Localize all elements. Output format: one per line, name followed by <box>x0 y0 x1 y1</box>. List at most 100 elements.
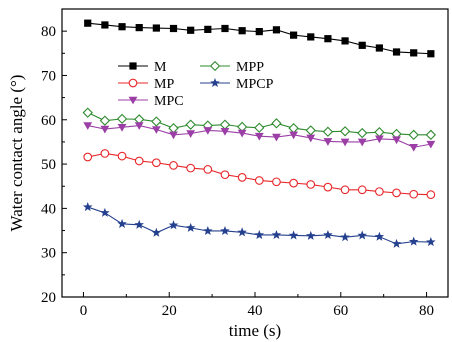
data-point-mpp <box>254 122 265 133</box>
data-point-mpcp <box>220 225 230 236</box>
data-point-mpcp <box>203 225 213 236</box>
data-point-mpc <box>409 143 419 152</box>
data-point-mpc <box>117 124 127 132</box>
x-tick-label: 80 <box>419 303 434 319</box>
data-point-mp <box>272 177 281 187</box>
data-point-m <box>255 27 263 36</box>
legend-label-mp: MP <box>154 77 174 92</box>
data-point-mpcp <box>306 230 316 240</box>
x-tick-label: 20 <box>162 303 177 319</box>
legend-marker-mpc <box>128 96 138 105</box>
data-point-m <box>204 25 212 33</box>
series-m <box>84 19 435 58</box>
y-tick-label: 50 <box>41 157 56 173</box>
data-point-mpc <box>289 131 298 140</box>
data-point-mpcp <box>271 229 282 240</box>
data-point-m <box>307 33 315 41</box>
data-point-mp <box>134 156 144 166</box>
data-point-m <box>187 26 195 34</box>
legend-marker-m <box>129 62 137 70</box>
data-point-mp <box>340 185 350 195</box>
data-point-mpcp <box>185 222 196 232</box>
data-point-mpcp <box>117 218 127 228</box>
plot-area <box>82 19 437 248</box>
legend-entry-mp: MP <box>118 77 174 92</box>
data-point-mpcp <box>134 219 144 229</box>
series-mpcp <box>82 202 436 248</box>
data-point-mpc <box>169 131 178 140</box>
data-point-mpc <box>254 132 264 141</box>
legend: M MPP MP MPCP MPC <box>118 60 274 109</box>
legend-label-mpp: MPP <box>236 60 264 75</box>
data-point-mpc <box>306 134 316 143</box>
data-point-mpcp <box>323 229 333 240</box>
data-point-mp <box>117 151 127 161</box>
axis-ticks: 0 20 40 60 80 20 30 40 50 60 70 80 <box>41 24 434 319</box>
series-mp <box>83 149 436 199</box>
legend-marker-mp <box>128 78 138 88</box>
x-tick-label: 40 <box>248 303 263 319</box>
data-point-mp <box>169 161 178 170</box>
data-point-mp <box>357 185 367 195</box>
data-point-mpp <box>271 118 282 129</box>
data-point-mp <box>392 188 401 198</box>
data-point-mpp <box>168 123 179 134</box>
legend-entry-mpp: MPP <box>200 60 264 75</box>
data-point-mpp <box>82 107 93 118</box>
data-point-mpc <box>272 133 281 142</box>
data-point-mp <box>254 176 264 185</box>
data-point-m <box>375 44 383 52</box>
data-point-mpc <box>340 138 350 147</box>
data-point-mpcp <box>151 227 162 237</box>
data-point-mp <box>152 158 161 168</box>
data-point-m <box>272 26 281 34</box>
data-point-m <box>118 23 126 31</box>
data-point-m <box>290 31 298 39</box>
legend-entry-mpcp: MPCP <box>200 77 274 92</box>
data-point-mpc <box>186 130 196 138</box>
data-point-mpc <box>134 122 144 130</box>
data-point-mp <box>375 187 384 196</box>
data-point-mpcp <box>168 220 179 230</box>
data-point-mpc <box>100 125 110 134</box>
data-point-mpcp <box>408 236 419 246</box>
data-point-m <box>221 24 229 33</box>
data-point-m <box>169 24 178 33</box>
data-point-mpcp <box>82 202 93 212</box>
data-point-mpc <box>323 138 333 146</box>
y-tick-label: 40 <box>41 201 56 217</box>
data-point-m <box>324 35 332 43</box>
data-point-m <box>152 24 160 32</box>
legend-label-mpcp: MPCP <box>236 77 274 92</box>
data-point-mpc <box>357 138 367 147</box>
data-point-mpc <box>83 122 93 130</box>
data-point-mpp <box>339 126 351 137</box>
data-point-mpc <box>237 129 247 138</box>
data-point-mpcp <box>426 237 436 247</box>
data-point-mp <box>323 182 333 192</box>
data-point-mp <box>203 165 213 174</box>
data-point-mpc <box>392 136 401 145</box>
x-axis-label: time (s) <box>229 321 281 340</box>
data-point-mpcp <box>288 230 299 240</box>
legend-marker-mpcp <box>210 78 220 88</box>
y-tick-label: 30 <box>41 246 56 262</box>
data-point-mpcp <box>357 230 367 240</box>
data-point-mpp <box>99 115 111 126</box>
data-point-mp <box>409 189 419 199</box>
data-point-mpp <box>425 129 437 141</box>
y-tick-label: 70 <box>41 68 56 84</box>
y-axis-label: Water contact angle (°) <box>7 75 26 232</box>
data-point-mpcp <box>254 229 265 240</box>
x-tick-label: 60 <box>333 303 348 319</box>
data-point-mpp <box>116 113 128 125</box>
data-point-m <box>238 27 246 35</box>
legend-marker-mpp <box>209 60 221 72</box>
data-point-m <box>84 19 92 27</box>
data-point-mpp <box>357 127 368 139</box>
data-point-mpcp <box>374 231 385 241</box>
data-point-mpp <box>219 119 231 130</box>
y-tick-label: 60 <box>41 113 56 129</box>
data-point-mpp <box>305 125 316 136</box>
data-point-mp <box>237 173 247 182</box>
